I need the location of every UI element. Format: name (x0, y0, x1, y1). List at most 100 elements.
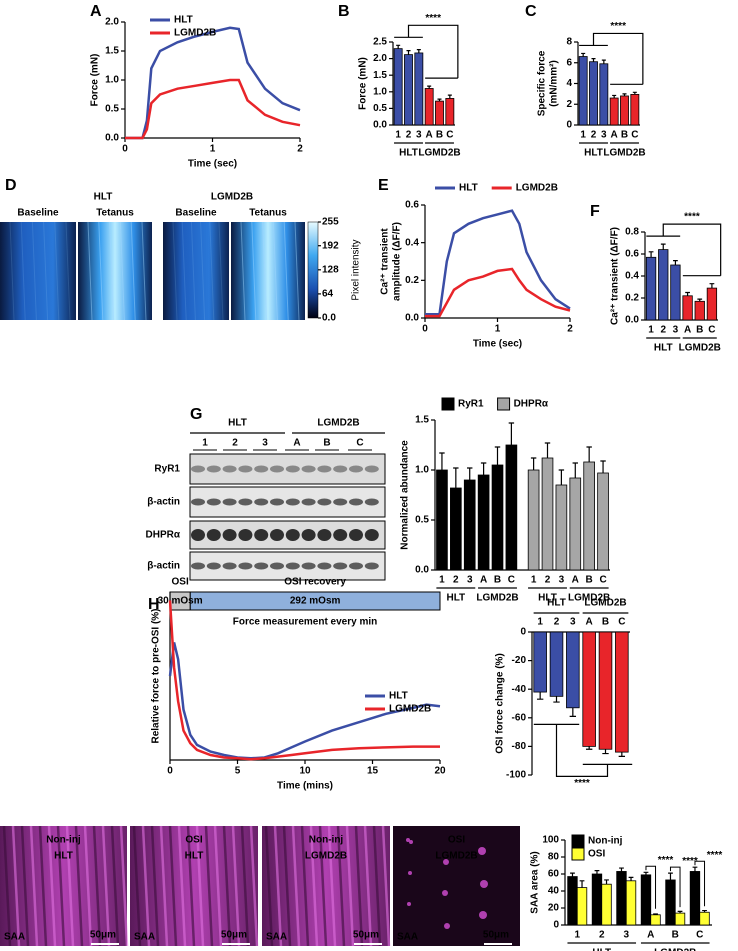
caption: OSI (448, 835, 465, 846)
error-bar (677, 910, 683, 914)
error-bar (586, 446, 592, 462)
fiber-texture (31, 221, 37, 321)
group-label: LGMD2B (418, 148, 460, 159)
error-bar (439, 452, 445, 470)
micrograph (78, 222, 152, 320)
bar (527, 469, 540, 571)
y-axis-label: Normalized abundance (400, 440, 411, 550)
bar (658, 249, 669, 321)
fiber-texture (294, 221, 300, 321)
sig-label: **** (610, 21, 626, 32)
data-line (425, 209, 571, 316)
x-tick-label: 1 (395, 130, 401, 141)
blot-band (285, 465, 300, 473)
fiber-texture (74, 825, 84, 947)
x-tick-label: 3 (673, 325, 679, 336)
y-tick-label: 0.0 (105, 133, 119, 144)
fiber-texture (327, 825, 337, 947)
error-bar (416, 49, 421, 53)
bar (533, 631, 547, 693)
x-tick-label: 3 (570, 617, 576, 628)
fiber-texture (300, 825, 310, 947)
column-label: Baseline (175, 208, 217, 219)
y-tick-label: -20 (512, 655, 527, 666)
group-label: LGMD2B (679, 343, 721, 354)
fiber-texture (130, 221, 136, 321)
bar (477, 474, 490, 571)
y-axis-label: Specific force (537, 50, 548, 116)
fiber-texture (345, 825, 355, 947)
group-label: LGMD2B (584, 598, 626, 609)
x-tick-label: 0 (167, 766, 173, 777)
stain-label: SAA (266, 932, 287, 943)
caption: Non-inj (309, 835, 344, 846)
x-tick-label: 15 (367, 766, 379, 777)
y-tick-label: 8 (566, 37, 572, 48)
fiber-texture (65, 825, 75, 947)
fiber-texture (110, 825, 120, 947)
blot-band (349, 529, 363, 541)
caption: Non-inj (46, 835, 81, 846)
blot-band (301, 562, 316, 570)
x-tick-label: 20 (434, 766, 446, 777)
scale-bar-label: 50μm (483, 930, 509, 941)
y-axis-label: amplitude (ΔF/F) (392, 222, 403, 301)
legend-swatch (571, 834, 585, 848)
blot-band (238, 498, 253, 506)
micrograph (393, 826, 520, 946)
fiber-texture (150, 825, 160, 947)
bar (689, 871, 701, 926)
sig-bracket (407, 24, 459, 79)
bar (491, 464, 504, 571)
x-tick-label: 0 (122, 144, 128, 155)
blot-band (317, 562, 332, 570)
fiber-texture (381, 825, 391, 947)
fiber-texture (56, 825, 66, 947)
legend-label: LGMD2B (389, 704, 431, 715)
x-tick-label: C (696, 930, 703, 941)
blot-band (270, 465, 284, 473)
scale-bar-label: 50μm (90, 930, 116, 941)
fiber-texture (204, 825, 214, 947)
column-label: Baseline (17, 208, 59, 219)
y-axis-label: OSI force change (%) (495, 653, 506, 754)
annotation: OSI recovery (284, 577, 346, 588)
y-axis-label: Force (mN) (90, 54, 101, 107)
y-tick-label: 2.0 (373, 53, 387, 64)
sig-bracket (669, 866, 681, 908)
blot-band (238, 529, 253, 541)
fiber-texture (47, 825, 57, 947)
y-tick-label: 2.5 (373, 37, 387, 48)
error-bar (581, 52, 586, 57)
data-line (125, 78, 301, 140)
x-tick-label: 1 (210, 144, 216, 155)
y-tick-label: 0.0 (405, 313, 419, 324)
error-bar (437, 98, 442, 102)
blot-band (364, 529, 379, 541)
x-tick-label: 2 (406, 130, 412, 141)
error-bar (601, 59, 606, 64)
speck (443, 859, 449, 865)
error-bar (628, 876, 634, 881)
bar (706, 287, 718, 321)
speck (478, 847, 486, 855)
x-tick-label: 2 (599, 930, 605, 941)
x-tick-label: C (508, 575, 515, 586)
x-tick-label: 3 (623, 930, 629, 941)
y-tick-label: 0.0 (415, 565, 429, 576)
y-tick-label: 60 (548, 869, 560, 880)
speck (409, 840, 413, 844)
fiber-texture (240, 221, 246, 321)
panel-letter: E (378, 177, 389, 194)
x-tick-label: C (708, 325, 715, 336)
fiber-texture (282, 825, 292, 947)
y-tick-label: 20 (548, 903, 560, 914)
sig-bracket (645, 865, 657, 909)
micrograph (163, 222, 229, 320)
fiber-texture (222, 825, 232, 947)
error-bar (632, 91, 637, 95)
x-tick-label: B (436, 130, 443, 141)
fiber-texture (213, 825, 223, 947)
bar (670, 264, 681, 321)
fiber-texture (249, 825, 259, 947)
